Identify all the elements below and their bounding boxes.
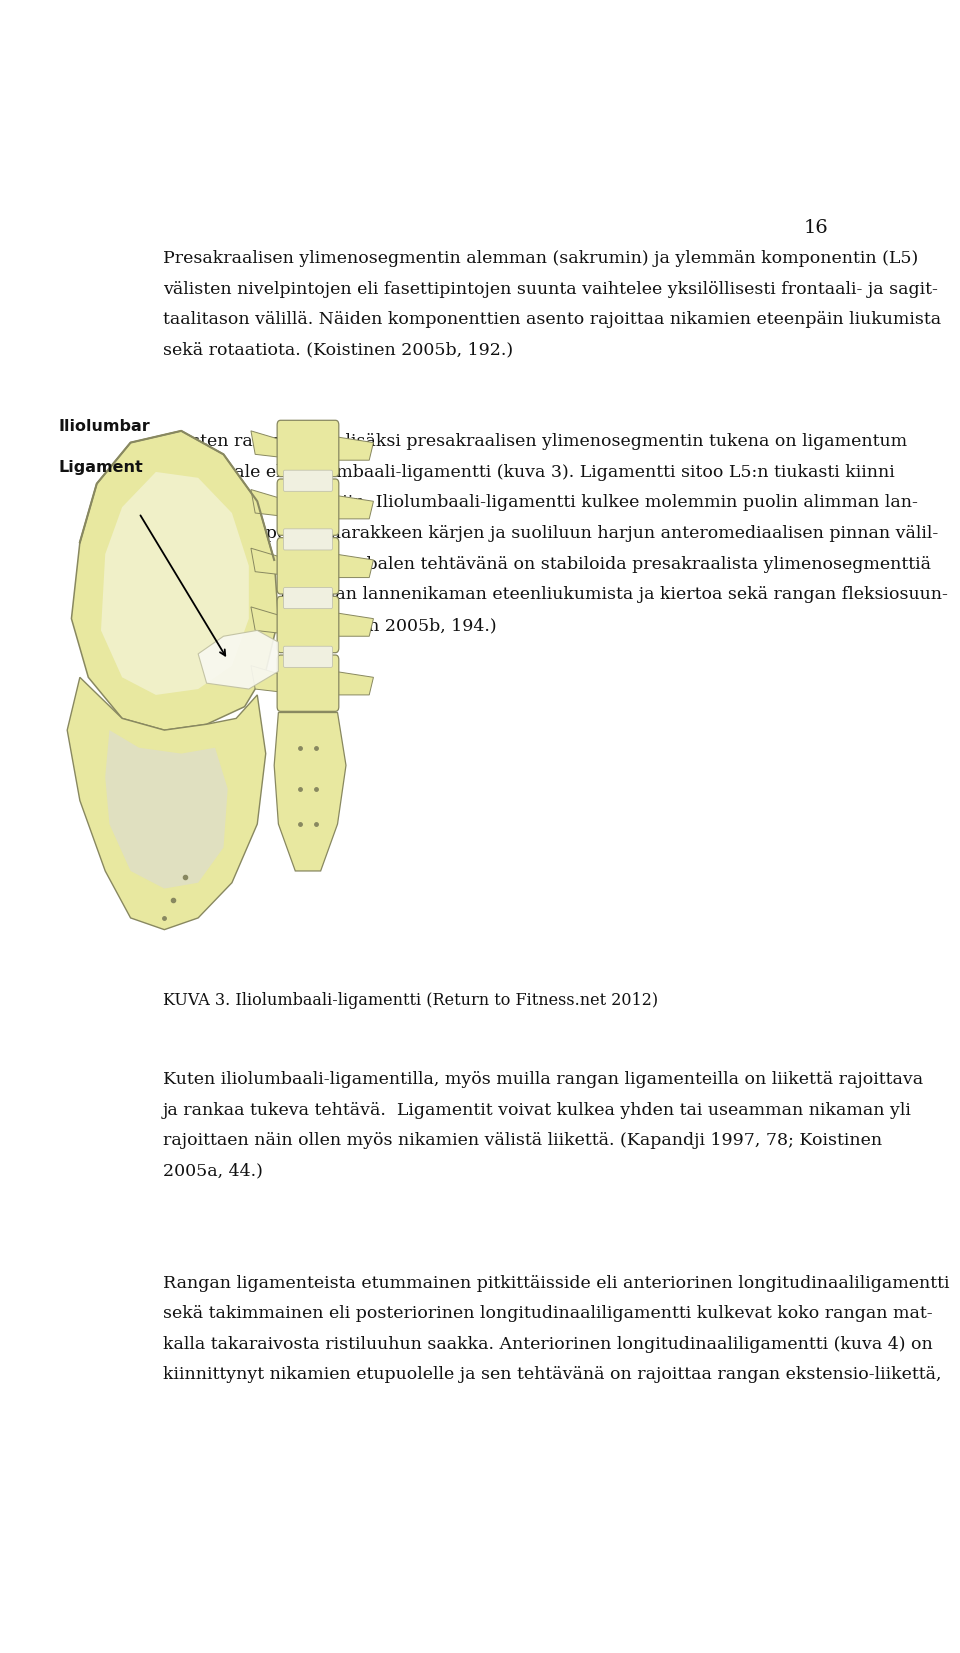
Polygon shape	[335, 613, 373, 636]
FancyBboxPatch shape	[283, 646, 332, 668]
Polygon shape	[335, 554, 373, 577]
FancyBboxPatch shape	[277, 479, 339, 536]
FancyBboxPatch shape	[277, 537, 339, 593]
Polygon shape	[335, 671, 373, 694]
Text: Kuten iliolumbaali-ligamentilla, myös muilla rangan ligamenteilla on liikettä ra: Kuten iliolumbaali-ligamentilla, myös mu…	[163, 1071, 924, 1180]
Polygon shape	[198, 630, 278, 689]
Text: Presakraalisen ylimenosegmentin alemman (sakrumin) ja ylemmän komponentin (L5)
v: Presakraalisen ylimenosegmentin alemman …	[163, 250, 941, 359]
Polygon shape	[101, 473, 249, 694]
FancyBboxPatch shape	[283, 587, 332, 608]
FancyBboxPatch shape	[277, 420, 339, 476]
Polygon shape	[251, 431, 280, 458]
FancyBboxPatch shape	[283, 469, 332, 491]
Polygon shape	[335, 436, 373, 460]
FancyBboxPatch shape	[283, 529, 332, 550]
Text: Ligament: Ligament	[59, 460, 143, 474]
FancyBboxPatch shape	[277, 597, 339, 653]
Polygon shape	[71, 431, 278, 731]
Polygon shape	[251, 489, 280, 516]
Polygon shape	[251, 549, 280, 575]
Text: KUVA 3. Iliolumbaali-ligamentti (Return to Fitness.net 2012): KUVA 3. Iliolumbaali-ligamentti (Return …	[163, 992, 659, 1008]
FancyBboxPatch shape	[277, 655, 339, 711]
Text: Rangan ligamenteista etummainen pitkittäisside eli anteriorinen longitudinaalili: Rangan ligamenteista etummainen pitkittä…	[163, 1274, 949, 1384]
Text: Luisten rakenteiden lisäksi presakraalisen ylimenosegmentin tukena on ligamentum: Luisten rakenteiden lisäksi presakraalis…	[163, 433, 948, 635]
Polygon shape	[251, 666, 280, 693]
Text: Iliolumbar: Iliolumbar	[59, 418, 151, 433]
Polygon shape	[67, 678, 266, 929]
Polygon shape	[106, 731, 228, 889]
Text: 16: 16	[804, 220, 828, 238]
Polygon shape	[251, 607, 280, 633]
Polygon shape	[335, 496, 373, 519]
Polygon shape	[275, 712, 346, 871]
